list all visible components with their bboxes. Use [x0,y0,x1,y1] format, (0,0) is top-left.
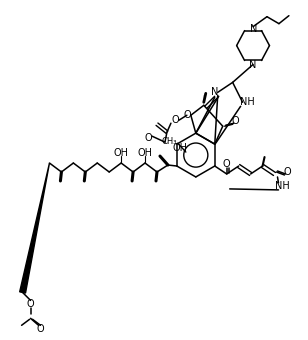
Text: OH: OH [114,148,129,158]
Text: O: O [284,167,291,177]
Text: CH₃: CH₃ [162,137,177,146]
Text: N: N [211,87,218,97]
Polygon shape [20,163,50,293]
Text: O: O [232,116,240,126]
Text: N: N [249,61,257,70]
Text: OH: OH [138,148,152,158]
Text: OH: OH [172,143,187,153]
Text: O: O [144,133,152,143]
Text: O: O [27,300,34,309]
Text: O: O [37,324,44,334]
Text: O: O [183,110,191,120]
Text: O: O [223,159,230,169]
Text: O: O [171,115,179,125]
Text: NH: NH [240,97,255,107]
Text: NH: NH [275,181,290,191]
Text: N: N [250,24,258,34]
Text: |: | [203,95,205,102]
